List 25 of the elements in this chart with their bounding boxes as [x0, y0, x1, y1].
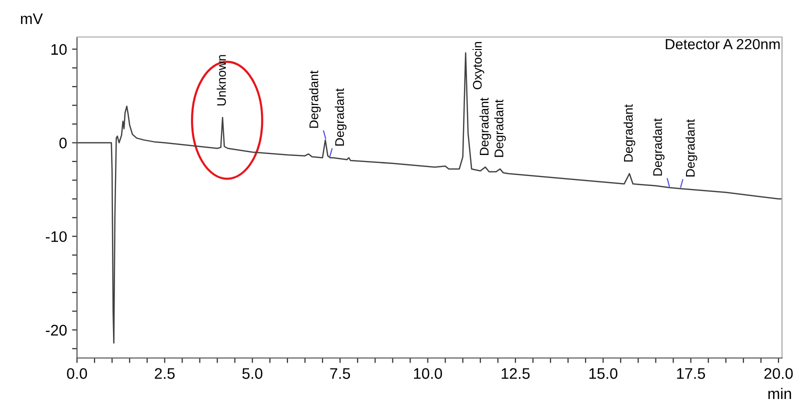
y-tick-label: 0: [59, 138, 67, 148]
y-axis-title: mV: [21, 13, 43, 24]
y-tick-label: 10: [51, 44, 67, 55]
annotation: Degradant: [309, 70, 321, 128]
annotation: Unknown: [216, 55, 226, 106]
x-tick-label: 2.5: [154, 368, 175, 379]
x-tick-label: 12.5: [502, 368, 530, 379]
x-tick-label: 15.0: [589, 368, 618, 379]
x-tick-label: 17.5: [677, 368, 706, 379]
annotation: Degradant: [479, 98, 492, 155]
y-tick-label: -20: [46, 324, 67, 336]
x-tick-label: 10.0: [414, 368, 442, 379]
annotation: Detector A 220nm: [666, 38, 780, 50]
annotation: Degradant: [652, 118, 664, 176]
y-tick-label: -10: [46, 231, 67, 242]
annotation: Degradant: [624, 104, 636, 162]
x-tick-label: 5.0: [242, 368, 262, 379]
x-tick-label: 0.0: [66, 368, 88, 379]
annotation: Degradant: [686, 119, 698, 176]
annotation: Degradant: [494, 100, 506, 157]
x-tick-label: 20.0: [764, 368, 793, 379]
x-axis-title: min: [768, 388, 792, 399]
annotation: Oxytocin: [472, 42, 484, 90]
x-tick-label: 7.5: [330, 368, 350, 379]
annotation: Degradant: [334, 88, 346, 146]
